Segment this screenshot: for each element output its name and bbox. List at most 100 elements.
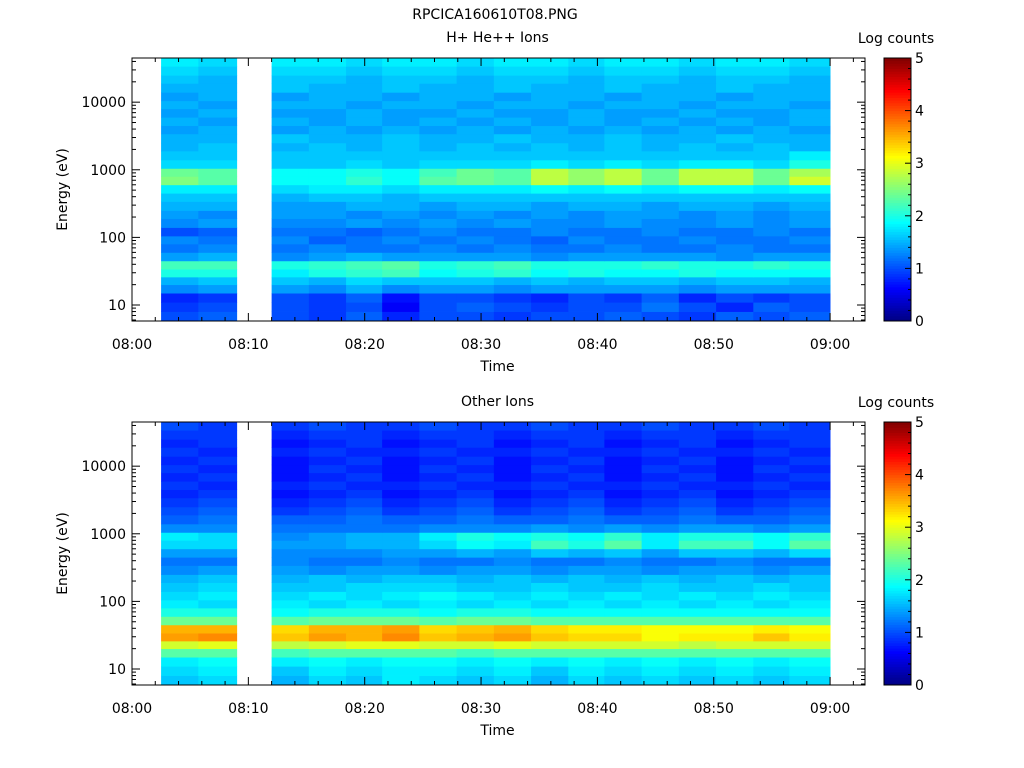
heatmap-cell <box>493 447 532 457</box>
heatmap-cell <box>382 100 420 110</box>
heatmap-cell <box>789 168 831 177</box>
heatmap-cell <box>161 548 199 558</box>
heatmap-cell <box>419 489 458 499</box>
x-axis-label: Time <box>479 723 514 739</box>
heatmap-cell <box>678 565 717 575</box>
heatmap-cell <box>641 624 680 634</box>
heatmap-cell <box>641 481 680 491</box>
colorbar-swatch <box>884 176 911 180</box>
heatmap-cell <box>789 616 831 626</box>
heatmap-cell <box>568 75 605 84</box>
heatmap-cell <box>161 557 199 566</box>
heatmap-cell <box>308 125 347 135</box>
colorbar-swatch <box>884 443 911 447</box>
heatmap-cell <box>641 218 680 228</box>
heatmap-cell <box>198 599 238 609</box>
heatmap-cell <box>641 243 680 253</box>
heatmap-cell <box>753 218 790 228</box>
x-tick-label: 08:40 <box>577 701 617 717</box>
heatmap-cell <box>161 125 199 135</box>
heatmap-cell <box>346 633 383 642</box>
heatmap-cell <box>678 540 717 550</box>
heatmap-cell <box>604 633 643 642</box>
heatmap-cell <box>198 302 238 312</box>
heatmap-cell <box>419 235 458 245</box>
heatmap-cell <box>308 201 347 211</box>
heatmap-cell <box>271 276 310 286</box>
heatmap-cell <box>271 557 310 566</box>
heatmap-cell <box>419 210 458 219</box>
heatmap-cell <box>308 422 347 431</box>
heatmap-cell <box>493 117 532 127</box>
heatmap-cell <box>456 481 495 491</box>
colorbar-swatch <box>884 422 911 426</box>
heatmap-cell <box>789 260 831 270</box>
heatmap-cell <box>493 497 532 508</box>
heatmap-cell <box>308 430 347 440</box>
heatmap-cell <box>568 675 605 686</box>
heatmap-cell <box>531 227 569 237</box>
x-tick-label: 09:00 <box>810 701 850 717</box>
heatmap-cell <box>568 142 605 152</box>
colorbar-swatch <box>884 603 911 607</box>
heatmap-cell <box>346 447 383 457</box>
heatmap-cell <box>346 540 383 550</box>
heatmap-cell <box>753 159 790 169</box>
heatmap-cell <box>271 624 310 634</box>
colorbar-swatch <box>884 613 911 618</box>
heatmap-cell <box>641 176 680 186</box>
colorbar-swatch <box>884 477 911 481</box>
heatmap-cell <box>604 616 643 626</box>
heatmap-cell <box>789 447 831 457</box>
heatmap-cell <box>753 260 790 270</box>
colorbar-swatch <box>884 268 911 272</box>
x-axis-label: Time <box>479 359 514 375</box>
heatmap-cell <box>382 276 420 286</box>
heatmap-cell <box>161 675 199 686</box>
heatmap-cell <box>531 193 569 202</box>
heatmap-cell <box>198 227 238 237</box>
heatmap-cell <box>531 514 569 525</box>
heatmap-cell <box>308 599 347 609</box>
heatmap-cell <box>641 675 680 686</box>
heatmap-cell <box>604 506 643 516</box>
heatmap-cell <box>678 227 717 237</box>
heatmap-cell <box>161 293 199 303</box>
heatmap-cell <box>753 464 790 474</box>
heatmap-cell <box>346 193 383 202</box>
heatmap-cell <box>531 142 569 152</box>
plot-frame <box>131 421 866 686</box>
heatmap-cell <box>789 284 831 294</box>
heatmap-cell <box>419 599 458 609</box>
colorbar-swatch <box>884 100 911 104</box>
colorbar-swatch <box>884 94 911 98</box>
colorbar-label: Log counts <box>858 395 934 411</box>
heatmap-cell <box>716 657 754 667</box>
heatmap-cell <box>716 497 754 508</box>
heatmap-cell <box>346 142 383 152</box>
colorbar-swatch <box>884 194 911 198</box>
heatmap-cell <box>789 150 831 161</box>
heatmap-cell <box>641 472 680 482</box>
heatmap-cell <box>789 66 831 76</box>
heatmap-cell <box>198 422 238 431</box>
heatmap-cell <box>346 66 383 76</box>
heatmap-cell <box>493 159 532 169</box>
colorbar-swatch <box>884 582 911 586</box>
y-axis-ticks <box>132 60 865 321</box>
heatmap-cell <box>456 92 495 102</box>
heatmap-cell <box>641 83 680 93</box>
heatmap-cell <box>271 125 310 135</box>
heatmap-cell <box>198 648 238 658</box>
heatmap-cell <box>789 548 831 558</box>
heatmap-cell <box>198 506 238 516</box>
heatmap-cell <box>271 150 310 161</box>
heatmap-cell <box>641 422 680 431</box>
heatmap-cell <box>604 582 643 592</box>
heatmap-cell <box>346 150 383 161</box>
heatmap-cell <box>456 640 495 650</box>
heatmap-cell <box>456 565 495 575</box>
heatmap-cell <box>753 92 790 102</box>
heatmap-cell <box>531 657 569 667</box>
heatmap-cell <box>382 456 420 466</box>
